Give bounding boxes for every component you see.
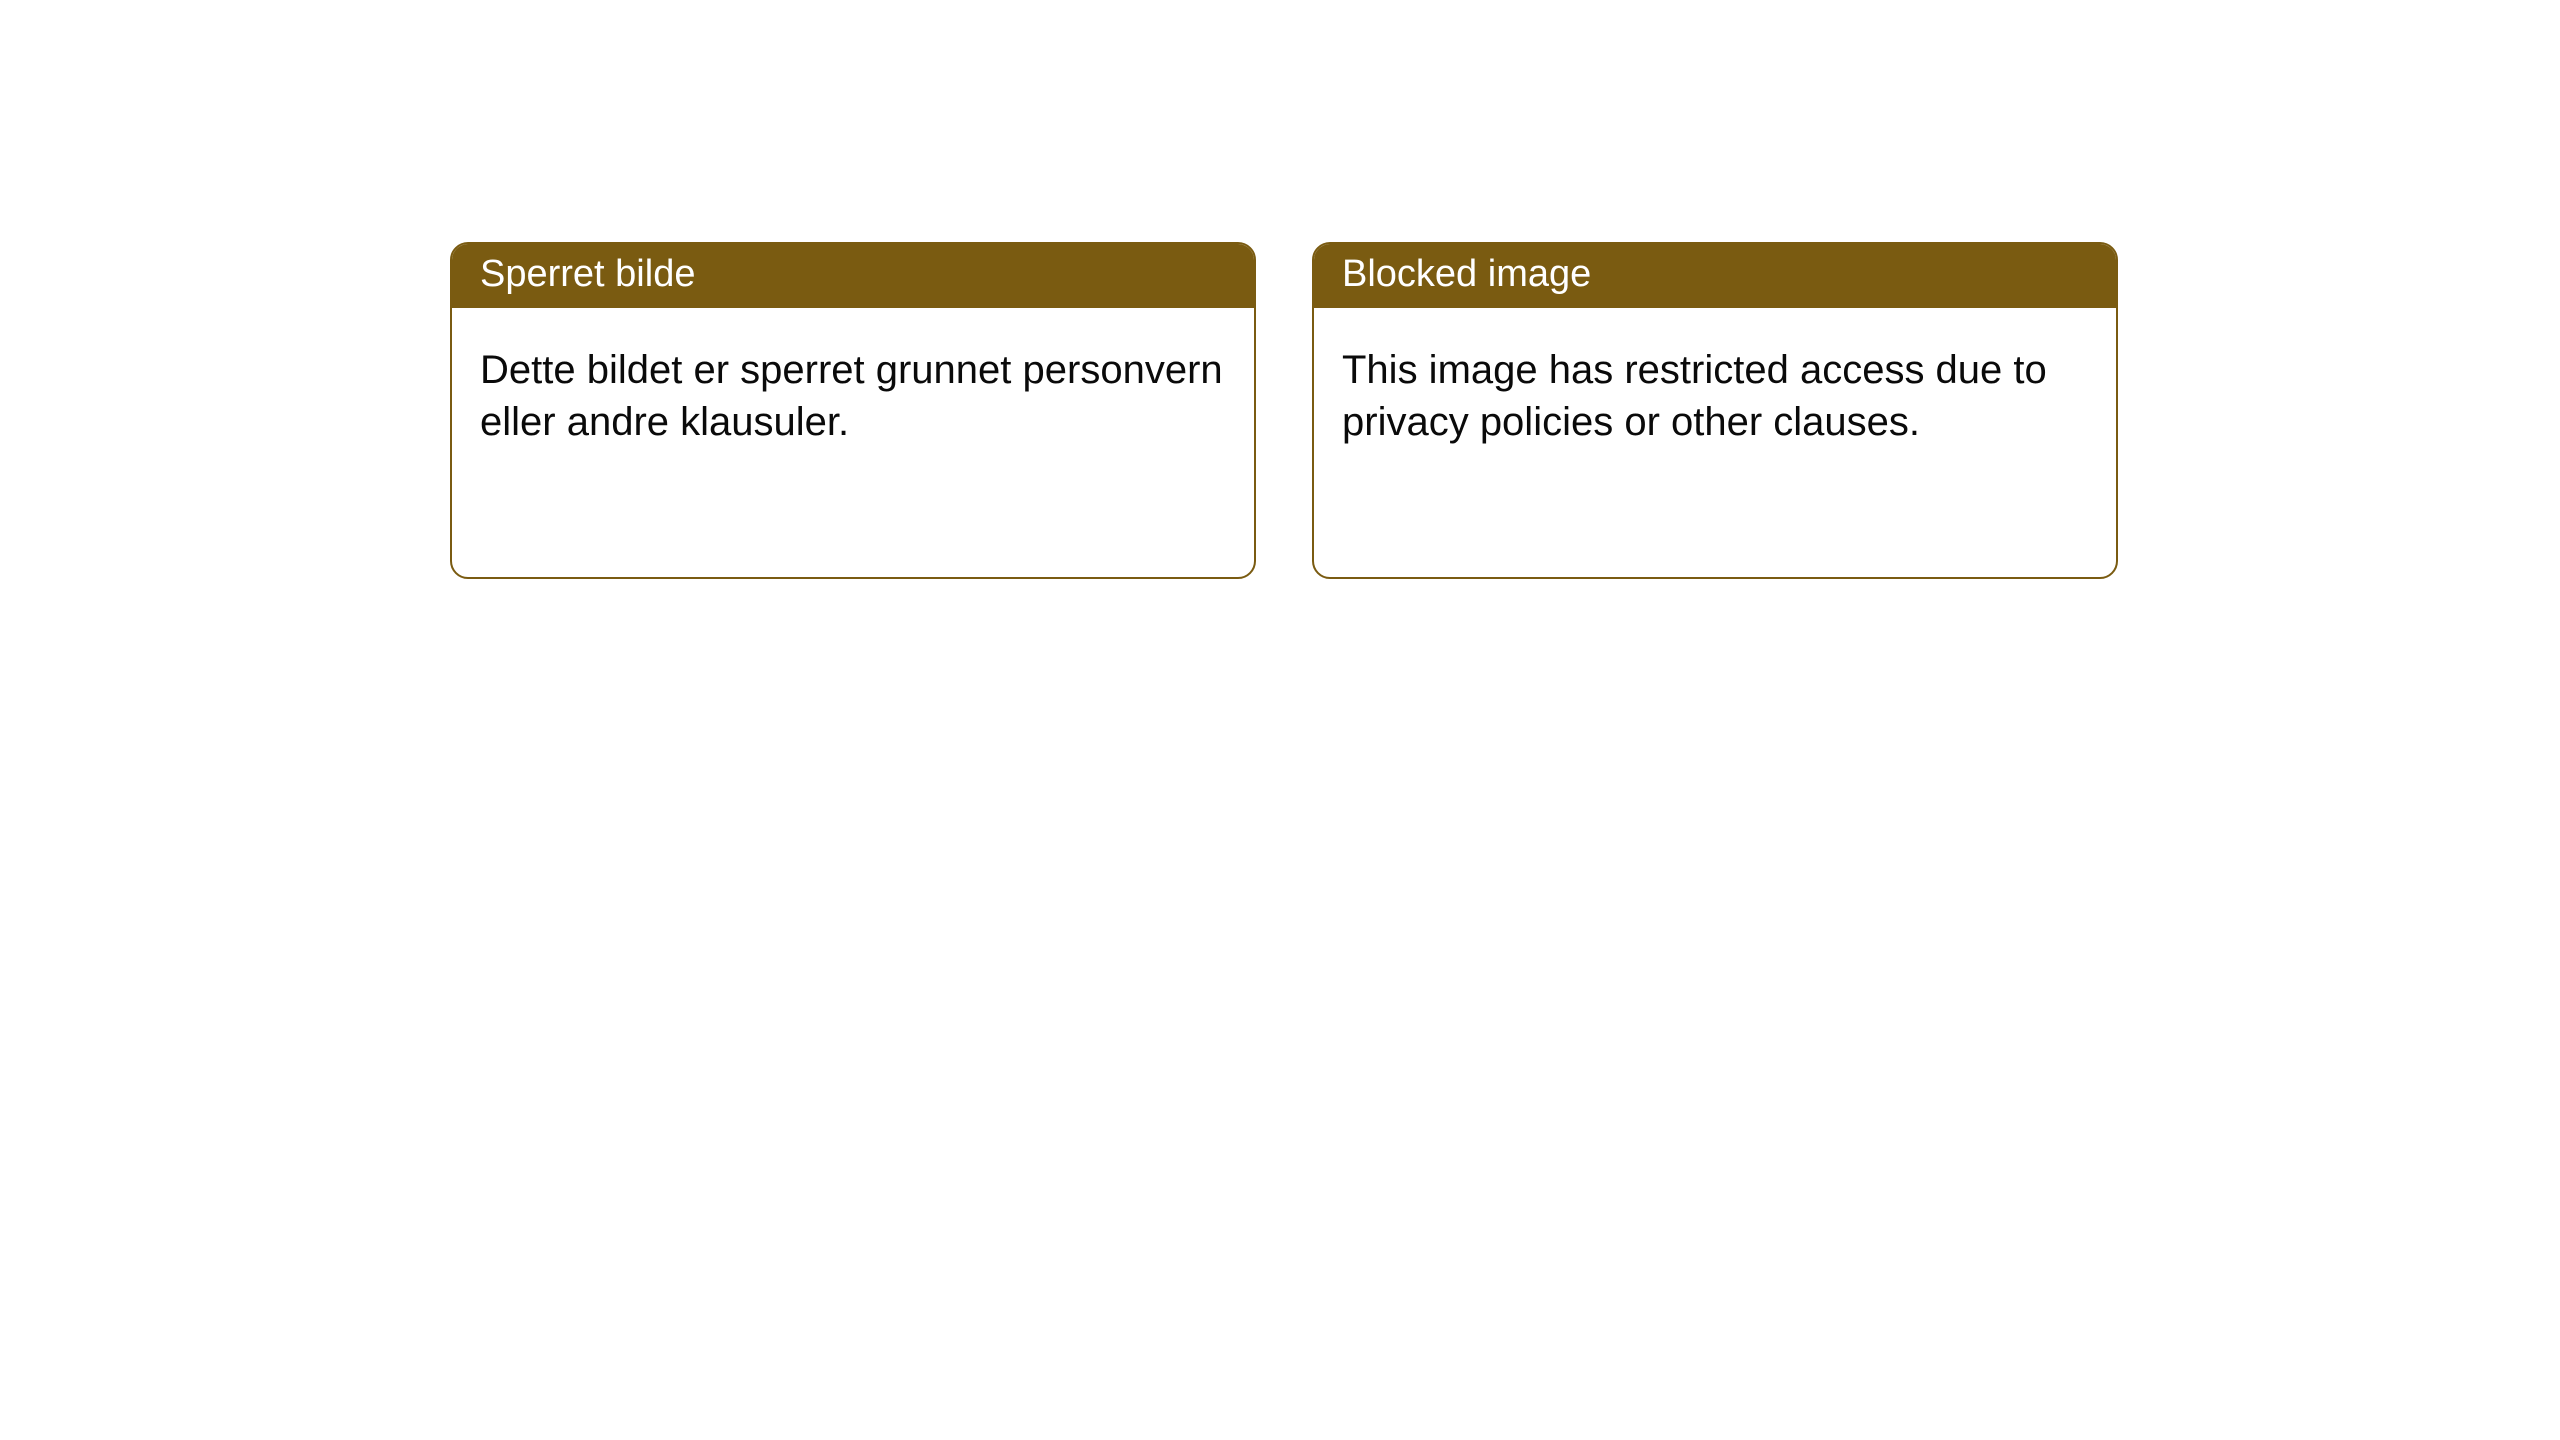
notice-body-no: Dette bildet er sperret grunnet personve…	[452, 308, 1254, 484]
notice-title-en: Blocked image	[1314, 244, 2116, 308]
notice-card-en: Blocked image This image has restricted …	[1312, 242, 2118, 579]
notice-card-no: Sperret bilde Dette bildet er sperret gr…	[450, 242, 1256, 579]
notice-title-no: Sperret bilde	[452, 244, 1254, 308]
notice-container: Sperret bilde Dette bildet er sperret gr…	[0, 0, 2560, 579]
notice-body-en: This image has restricted access due to …	[1314, 308, 2116, 484]
